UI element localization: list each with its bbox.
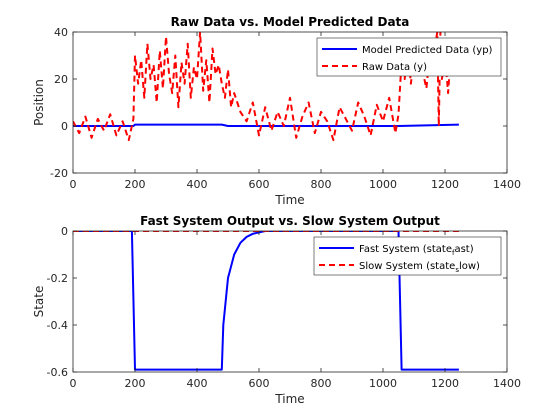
- legend-label-1: Slow System (stateslow): [359, 261, 480, 274]
- legend-label-0: Model Predicted Data (yp): [362, 45, 493, 56]
- y-tick-label: 0: [61, 120, 68, 133]
- x-tick-label: 1000: [369, 377, 397, 390]
- y-tick-label: 20: [54, 73, 68, 86]
- y-tick-label: -0.6: [47, 366, 68, 379]
- chart-title: Raw Data vs. Model Predicted Data: [171, 15, 410, 29]
- y-tick-label: 40: [54, 26, 68, 39]
- bottom-subplot: 0 200 400 600 800 1000 1200 1400 -0.6 -0.4 -0.2 0 Fa…: [32, 214, 521, 406]
- legend-box: [313, 236, 502, 276]
- y-tick-label: -0.2: [47, 272, 68, 285]
- x-tick-label: 800: [311, 178, 332, 191]
- x-tick-label: 1400: [493, 377, 521, 390]
- x-tick-label: 1200: [431, 377, 459, 390]
- legend-label-1: Raw Data (y): [362, 62, 427, 73]
- x-tick-label: 0: [70, 178, 77, 191]
- x-tick-label: 400: [187, 377, 208, 390]
- chart-title: Fast System Output vs. Slow System Outpu…: [140, 214, 440, 228]
- series-line-0: [73, 123, 459, 127]
- series-line-0: [73, 231, 459, 371]
- axes-frame: [72, 31, 508, 174]
- x-tick-label: 600: [249, 178, 270, 191]
- legend-label-0: Fast System (statefast): [359, 244, 474, 257]
- x-tick-label: 200: [125, 377, 146, 390]
- x-tick-label: 400: [187, 178, 208, 191]
- x-tick-label: 0: [70, 377, 77, 390]
- x-tick-label: 800: [311, 377, 332, 390]
- y-axis-label: Position: [32, 79, 46, 126]
- legend-box: [316, 37, 502, 77]
- x-tick-label: 600: [249, 377, 270, 390]
- y-axis-label: State: [32, 286, 46, 318]
- x-tick-label: 1000: [369, 178, 397, 191]
- x-axis-label: Time: [274, 392, 304, 406]
- x-axis-label: Time: [274, 193, 304, 207]
- axes-frame: [72, 230, 508, 373]
- y-tick-label: 0: [61, 225, 68, 238]
- x-tick-label: 1400: [493, 178, 521, 191]
- x-tick-label: 200: [125, 178, 146, 191]
- x-tick-label: 1200: [431, 178, 459, 191]
- y-tick-label: -0.4: [47, 319, 68, 332]
- y-tick-label: -20: [50, 167, 68, 180]
